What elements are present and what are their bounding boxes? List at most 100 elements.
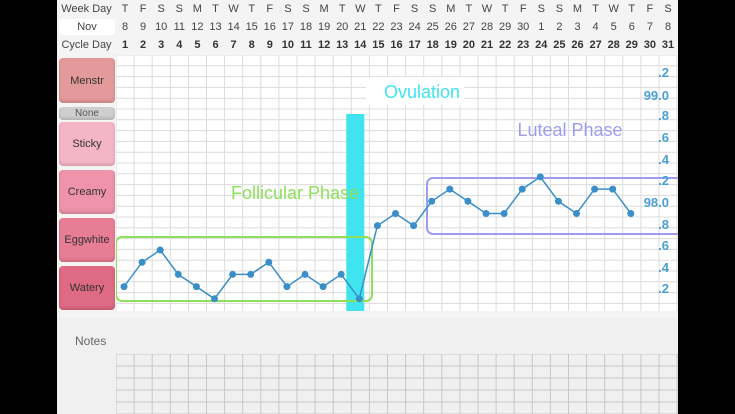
fluid-button-eggwhite[interactable]: Eggwhite — [59, 218, 115, 262]
week-day-cell: S — [302, 3, 310, 15]
temperature-point — [446, 185, 454, 193]
cycle-day-cell: 6 — [212, 39, 219, 51]
date-cell: 3 — [574, 21, 581, 33]
temperature-point — [591, 185, 599, 193]
cycle-day-cell: 3 — [158, 39, 165, 51]
week-day-cell: S — [555, 3, 564, 15]
date-cell: 22 — [372, 21, 385, 33]
date-cell: 24 — [408, 21, 421, 33]
ovulation-label: Ovulation — [384, 82, 460, 102]
date-cell: 25 — [426, 21, 439, 33]
cycle-day-cell: 20 — [462, 39, 476, 51]
temperature-point — [410, 222, 418, 230]
luteal-phase-label: Luteal Phase — [517, 120, 622, 140]
cycle-day-cell: 13 — [336, 39, 349, 51]
chart-svg: Follicular Phase Luteal Phase Ovulation .2 9… — [116, 55, 678, 311]
week-day-cell: M — [192, 3, 202, 15]
cycle-day-cell: 16 — [390, 39, 403, 51]
date-cell: 4 — [592, 21, 599, 33]
cycle-day-cell: 30 — [643, 39, 657, 51]
date-row: Nov 8 9 10 11 12 13 14 15 16 17 18 19 20 21 22 23 24 25 26… — [57, 18, 678, 36]
cycle-day-cell: 18 — [426, 39, 439, 51]
temp-axis-label: .6 — [658, 130, 669, 145]
temperature-point — [174, 270, 182, 278]
temperature-point — [554, 197, 562, 205]
cycle-day-cell: 21 — [480, 39, 494, 51]
cycle-day-cell: 23 — [517, 39, 530, 51]
temp-axis-label: .8 — [658, 217, 669, 232]
follicular-phase-label: Follicular Phase — [231, 183, 359, 203]
fluid-button-none[interactable]: None — [59, 107, 115, 120]
week-day-cell: T — [628, 3, 636, 15]
notes-section: Notes — [57, 318, 678, 414]
date-cell: 1 — [538, 21, 545, 33]
temperature-point — [627, 209, 635, 217]
date-cell: 23 — [390, 21, 403, 33]
cycle-day-cell: 22 — [498, 39, 512, 51]
cycle-day-row: Cycle Day 1 2 3 4 5 6 7 8 9 10 11 12 13 14 15 16 17 18 19 2… — [57, 36, 678, 54]
temp-axis-label: 98.0 — [644, 195, 669, 210]
temp-axis-label: .4 — [658, 152, 670, 167]
cycle-day-cell: 26 — [571, 39, 584, 51]
week-day-cell: T — [121, 3, 129, 15]
week-day-cell: T — [248, 3, 256, 15]
week-day-cell: F — [139, 3, 147, 15]
week-day-cell: F — [266, 3, 274, 15]
date-cell: 6 — [628, 21, 635, 33]
week-day-cell: S — [157, 3, 165, 15]
date-cell: 18 — [299, 21, 313, 33]
week-day-cell: T — [338, 3, 346, 15]
week-day-cell: S — [537, 3, 545, 15]
week-day-cell: M — [319, 3, 329, 15]
cycle-day-cell: 19 — [444, 39, 457, 51]
week-day-cell: T — [212, 3, 219, 15]
ovulation-label-bg — [366, 77, 464, 105]
week-day-cell: F — [646, 3, 654, 15]
date-cell: 15 — [245, 21, 258, 33]
month-label[interactable]: Nov — [59, 19, 115, 35]
date-cell: 11 — [173, 21, 185, 33]
date-cell: 28 — [480, 21, 494, 33]
cycle-day-cell: 11 — [300, 39, 312, 51]
week-day-label: Week Day — [61, 3, 112, 15]
cycle-day-cell: 15 — [372, 39, 385, 51]
cycle-day-cell: 28 — [607, 39, 620, 51]
temp-axis-label: .6 — [658, 238, 669, 253]
temp-axis-label: .4 — [658, 260, 670, 275]
temperature-point — [482, 209, 490, 217]
week-day-cell: M — [572, 3, 583, 15]
week-day-cell: W — [481, 3, 493, 15]
week-day-cell: W — [228, 3, 239, 15]
date-cell: 12 — [191, 21, 204, 33]
ovulation-band — [346, 114, 365, 311]
temperature-point — [138, 258, 146, 266]
week-day-cell: T — [375, 3, 382, 15]
temperature-point — [500, 209, 508, 217]
temp-axis-label: .8 — [658, 108, 669, 123]
fluid-button-creamy[interactable]: Creamy — [59, 170, 115, 214]
temperature-point — [265, 258, 273, 266]
temperature-point — [211, 295, 218, 303]
fluid-button-menstr[interactable]: Menstr — [59, 58, 115, 103]
week-day-cell: T — [465, 3, 473, 15]
temperature-point — [319, 283, 327, 291]
temperature-point — [355, 295, 363, 303]
week-day-cell: F — [393, 3, 400, 15]
temperature-point — [392, 209, 399, 217]
week-day-cell: T — [501, 3, 509, 15]
notes-grid[interactable] — [116, 354, 678, 414]
temperature-chart[interactable]: Follicular Phase Luteal Phase Ovulation .2 9… — [116, 55, 678, 311]
temp-axis-label: .2 — [658, 281, 669, 296]
week-day-cell: S — [429, 3, 437, 15]
date-cell: 30 — [517, 21, 530, 33]
temperature-point — [536, 173, 544, 181]
week-day-cell: S — [284, 3, 292, 15]
fluid-button-sticky[interactable]: Sticky — [59, 122, 115, 166]
date-cell: 8 — [664, 21, 672, 33]
temperature-point — [247, 270, 255, 278]
notes-label: Notes — [75, 334, 107, 348]
temperature-point — [609, 185, 617, 193]
fluid-button-watery[interactable]: Watery — [59, 266, 115, 310]
cycle-day-cell: 10 — [281, 39, 295, 51]
